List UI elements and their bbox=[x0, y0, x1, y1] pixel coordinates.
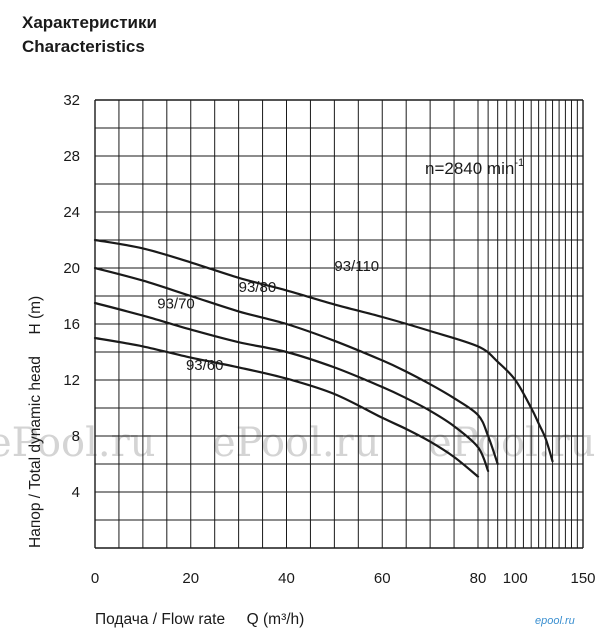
y-axis-title: Напор / Total dynamic head H (m) bbox=[27, 296, 44, 548]
curve-label-93-70: 93/70 bbox=[157, 296, 195, 313]
speed-annotation: n=2840 min-1 bbox=[425, 157, 524, 178]
curve-label-93-60: 93/60 bbox=[186, 357, 224, 374]
curve-label-93-80: 93/80 bbox=[239, 279, 277, 296]
watermark-text-2: ePool.ru bbox=[212, 420, 380, 466]
x-tick-label: 60 bbox=[374, 570, 391, 587]
x-tick-label: 80 bbox=[470, 570, 487, 587]
y-tick-label: 8 bbox=[72, 428, 80, 445]
curve-93-110 bbox=[93, 238, 554, 463]
x-tick-label: 150 bbox=[570, 570, 595, 587]
y-tick-label: 24 bbox=[63, 204, 80, 221]
watermark-layer: ePool.ru ePool.ru ePool.ru bbox=[0, 420, 596, 466]
curve-93-60 bbox=[93, 336, 480, 478]
epool-logo: epool.ru bbox=[535, 615, 575, 627]
speed-annotation-sup: -1 bbox=[514, 157, 524, 169]
y-tick-label: 4 bbox=[72, 484, 80, 501]
x-tick-label: 0 bbox=[91, 570, 99, 587]
y-tick-label: 32 bbox=[63, 92, 80, 109]
x-tick-label: 100 bbox=[503, 570, 528, 587]
curve-93-70 bbox=[93, 301, 490, 473]
y-tick-label: 16 bbox=[63, 316, 80, 333]
y-tick-label: 20 bbox=[63, 260, 80, 277]
x-tick-label: 40 bbox=[278, 570, 295, 587]
y-tick-label: 12 bbox=[63, 372, 80, 389]
tick-layer: 0 20 40 60 80 100 150 4 8 12 16 20 24 28 32 bbox=[63, 92, 595, 587]
speed-annotation-base: n=2840 min bbox=[425, 159, 514, 178]
x-tick-label: 20 bbox=[182, 570, 199, 587]
watermark-text-3: ePool.ru bbox=[428, 420, 596, 466]
y-tick-label: 28 bbox=[63, 148, 80, 165]
curve-label-93-110: 93/110 bbox=[334, 258, 379, 275]
grid-layer bbox=[94, 99, 584, 549]
label-layer: 93/110 93/80 93/70 93/60 bbox=[157, 258, 379, 374]
curve-93-80 bbox=[93, 266, 499, 466]
x-axis-title: Подача / Flow rate Q (m³/h) bbox=[95, 611, 304, 628]
watermark-text-1: ePool.ru bbox=[0, 420, 156, 466]
title-en: Characteristics bbox=[22, 37, 145, 56]
title-ru: Характеристики bbox=[22, 13, 157, 32]
series-layer bbox=[93, 238, 554, 478]
